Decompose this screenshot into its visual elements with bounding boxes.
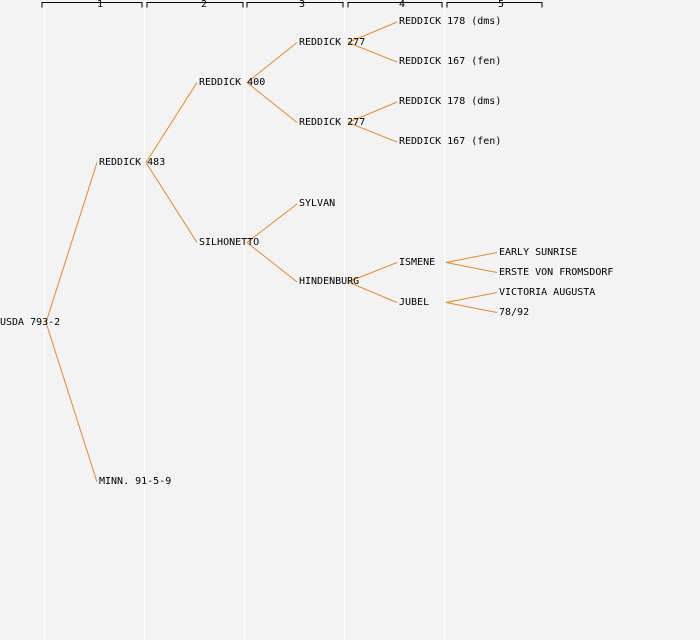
pedigree-edge — [45, 322, 98, 483]
pedigree-edge — [445, 292, 498, 303]
pedigree-edge — [246, 42, 298, 83]
generation-bracket — [246, 2, 344, 8]
tree-node-minn-91-5-9[interactable]: MINN. 91-5-9 — [99, 476, 172, 487]
tree-node-silhonetto[interactable]: SILHONETTO — [199, 236, 260, 248]
generation-number: 5 — [497, 0, 505, 10]
tree-node-ismene[interactable]: ISMENE — [399, 256, 436, 268]
generation-bracket — [347, 2, 443, 8]
pedigree-edge — [347, 281, 398, 303]
pedigree-edge — [445, 302, 498, 313]
pedigree-edge — [246, 82, 298, 123]
generation-bracket — [146, 2, 244, 8]
pedigree-edge — [145, 162, 198, 243]
tree-node-78-92[interactable]: 78/92 — [499, 306, 530, 318]
pedigree-edge — [145, 82, 198, 163]
generation-number: 4 — [398, 0, 406, 10]
pedigree-edge — [246, 203, 298, 243]
tree-node-reddick-277-a[interactable]: REDDICK 277 — [299, 36, 366, 48]
pedigree-edge — [246, 242, 298, 283]
tree-node-sylvan[interactable]: SYLVAN — [299, 198, 336, 209]
generation-bracket — [446, 2, 543, 8]
pedigree-edge — [445, 252, 498, 263]
pedigree-edge — [45, 162, 98, 323]
tree-node-jubel[interactable]: JUBEL — [399, 296, 430, 308]
tree-node-reddick-277-b[interactable]: REDDICK 277 — [299, 116, 366, 128]
tree-node-reddick-178-b[interactable]: REDDICK 178 (dms) — [399, 96, 502, 107]
pedigree-edge — [347, 101, 398, 123]
pedigree-edge — [445, 262, 498, 273]
pedigree-edge — [347, 262, 398, 283]
tree-node-hindenburg[interactable]: HINDENBURG — [299, 276, 360, 287]
generation-number: 2 — [200, 0, 208, 10]
generation-number: 1 — [96, 0, 104, 10]
tree-node-erste-von-fromsdorf[interactable]: ERSTE VON FROMSDORF — [499, 266, 614, 278]
pedigree-edge — [347, 122, 398, 143]
pedigree-edge — [347, 21, 398, 43]
tree-node-usda-793-2[interactable]: USDA 793-2 — [0, 316, 61, 328]
generation-number: 3 — [298, 0, 306, 10]
tree-node-victoria-augusta[interactable]: VICTORIA AUGUSTA — [499, 286, 596, 298]
tree-node-reddick-167-b[interactable]: REDDICK 167 (fen) — [399, 136, 502, 147]
tree-node-reddick-178-a[interactable]: REDDICK 178 (dms) — [399, 16, 502, 27]
pedigree-edge — [347, 42, 398, 63]
tree-node-reddick-483[interactable]: REDDICK 483 — [99, 156, 166, 168]
tree-node-early-sunrise[interactable]: EARLY SUNRISE — [499, 246, 578, 258]
tree-node-reddick-400[interactable]: REDDICK 400 — [199, 76, 266, 88]
generation-bracket — [41, 2, 143, 8]
tree-node-reddick-167-a[interactable]: REDDICK 167 (fen) — [399, 56, 502, 67]
